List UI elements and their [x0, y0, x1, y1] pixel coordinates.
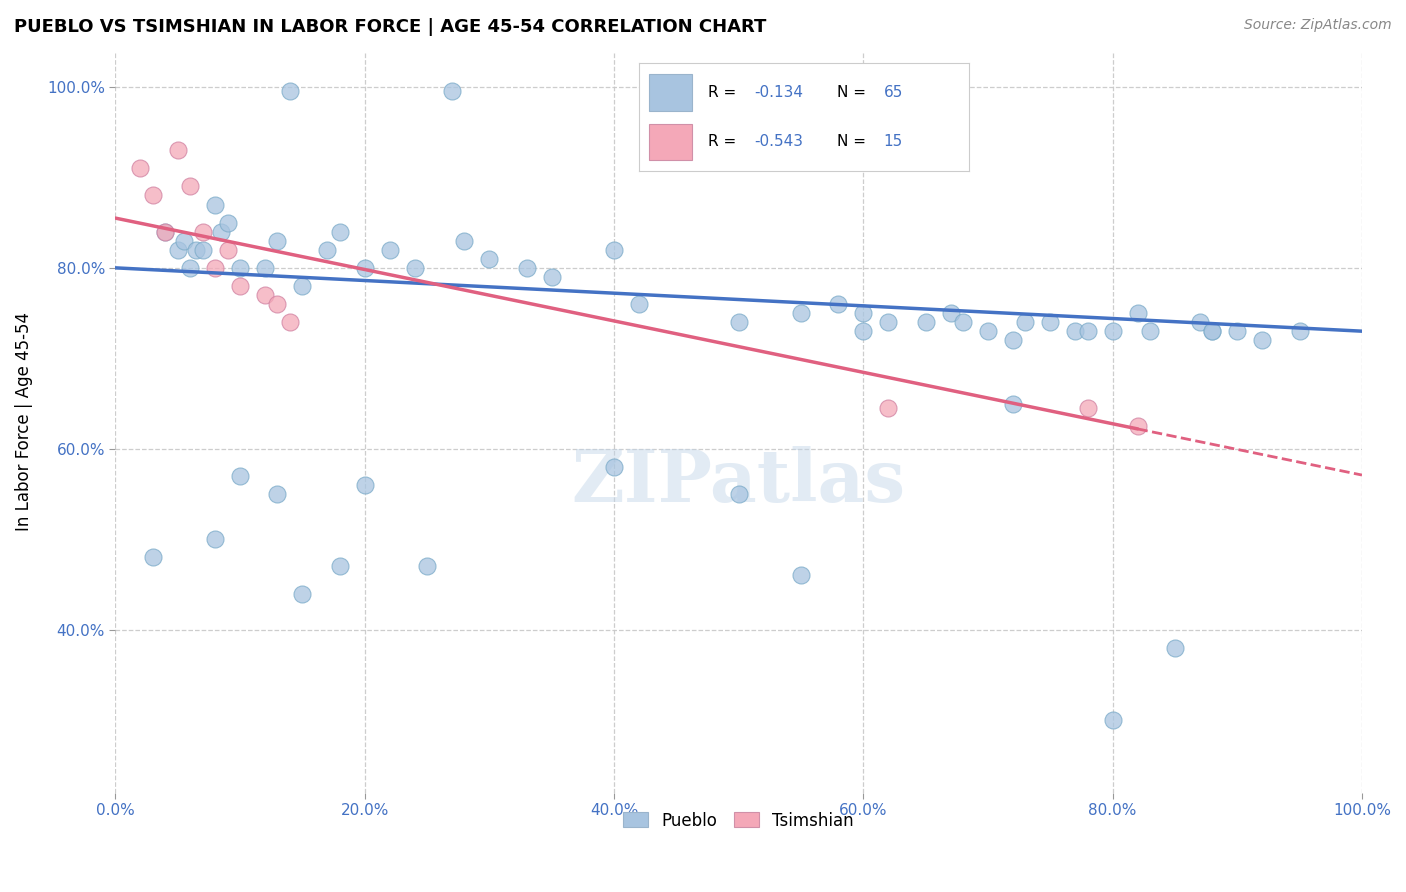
Point: [253, 288, 276, 302]
Point: [1001, 396, 1024, 410]
Point: [179, 179, 201, 194]
Point: [142, 550, 165, 565]
Point: [204, 197, 226, 211]
Point: [217, 243, 239, 257]
Y-axis label: In Labor Force | Age 45-54: In Labor Force | Age 45-54: [15, 312, 32, 531]
Point: [852, 306, 875, 320]
Point: [914, 315, 936, 329]
Legend: Pueblo, Tsimshian: Pueblo, Tsimshian: [617, 805, 860, 837]
Point: [153, 225, 176, 239]
Point: [440, 84, 463, 98]
Point: [291, 279, 314, 293]
Point: [191, 243, 214, 257]
Point: [790, 306, 813, 320]
Point: [1201, 324, 1223, 338]
Point: [1039, 315, 1062, 329]
Point: [266, 297, 288, 311]
Point: [129, 161, 152, 176]
Point: [1001, 333, 1024, 347]
Point: [1014, 315, 1036, 329]
Point: [173, 234, 195, 248]
Point: [166, 243, 188, 257]
Point: [727, 487, 749, 501]
Point: [378, 243, 401, 257]
Point: [1126, 306, 1149, 320]
Point: [253, 260, 276, 275]
Point: [790, 568, 813, 582]
Point: [353, 478, 375, 492]
Point: [404, 260, 426, 275]
Point: [1064, 324, 1087, 338]
Point: [179, 260, 201, 275]
Point: [1188, 315, 1211, 329]
Point: [416, 559, 439, 574]
Point: [877, 401, 900, 416]
Point: [1101, 324, 1123, 338]
Point: [603, 243, 626, 257]
Point: [153, 225, 176, 239]
Point: [166, 143, 188, 157]
Point: [727, 315, 749, 329]
Point: [877, 315, 900, 329]
Point: [278, 84, 301, 98]
Point: [186, 243, 208, 257]
Point: [278, 315, 301, 329]
Text: ZIPatlas: ZIPatlas: [572, 445, 905, 516]
Point: [229, 279, 252, 293]
Text: Source: ZipAtlas.com: Source: ZipAtlas.com: [1244, 18, 1392, 32]
Point: [1139, 324, 1161, 338]
Point: [890, 153, 912, 167]
Point: [204, 533, 226, 547]
Point: [603, 459, 626, 474]
Point: [1226, 324, 1249, 338]
Point: [329, 225, 352, 239]
Point: [229, 260, 252, 275]
Point: [1126, 419, 1149, 434]
Point: [1251, 333, 1274, 347]
Point: [209, 225, 232, 239]
Point: [266, 234, 288, 248]
Point: [191, 225, 214, 239]
Point: [204, 260, 226, 275]
Point: [229, 469, 252, 483]
Point: [142, 188, 165, 202]
Point: [977, 324, 1000, 338]
Point: [627, 297, 650, 311]
Point: [516, 260, 538, 275]
Point: [1101, 713, 1123, 727]
Point: [353, 260, 375, 275]
Point: [316, 243, 339, 257]
Point: [453, 234, 475, 248]
Point: [852, 324, 875, 338]
Point: [329, 559, 352, 574]
Point: [478, 252, 501, 266]
Point: [540, 269, 562, 284]
Point: [827, 297, 849, 311]
Point: [1201, 324, 1223, 338]
Point: [266, 487, 288, 501]
Point: [1077, 401, 1099, 416]
Point: [1288, 324, 1310, 338]
Text: PUEBLO VS TSIMSHIAN IN LABOR FORCE | AGE 45-54 CORRELATION CHART: PUEBLO VS TSIMSHIAN IN LABOR FORCE | AGE…: [14, 18, 766, 36]
Point: [939, 306, 962, 320]
Point: [952, 315, 974, 329]
Point: [1164, 640, 1187, 655]
Point: [217, 216, 239, 230]
Point: [291, 586, 314, 600]
Point: [1077, 324, 1099, 338]
